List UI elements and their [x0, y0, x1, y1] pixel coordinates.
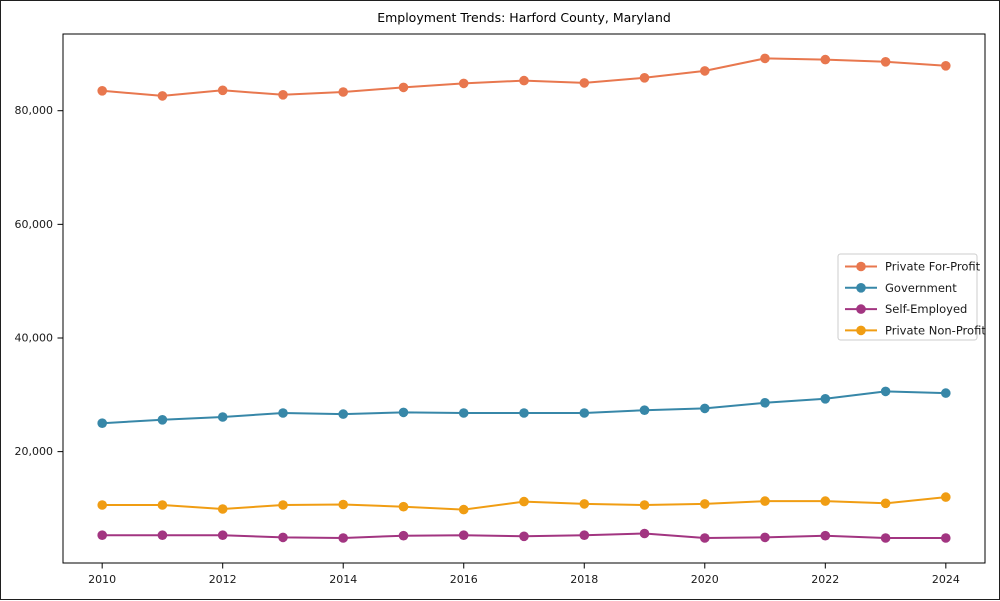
data-point-private-non-profit	[278, 500, 288, 510]
legend-marker-dot	[856, 283, 866, 293]
legend-marker-dot	[856, 261, 866, 272]
series-line-government	[102, 390, 946, 425]
data-point-private-for-profit	[157, 91, 168, 101]
legend: Private For-Profit Government Self-Employe…	[837, 253, 986, 341]
data-point-government	[338, 409, 349, 419]
legend-label-self-employed: Self-Employed	[885, 302, 967, 316]
data-point-government	[97, 418, 107, 429]
y-tick-label: 40,000	[15, 331, 54, 344]
data-point-self-employed	[157, 530, 168, 540]
data-point-government	[157, 415, 168, 425]
data-point-private-non-profit	[760, 496, 770, 506]
data-point-private-non-profit	[880, 498, 891, 509]
data-point-private-for-profit	[760, 53, 770, 64]
legend-label-government: Government	[885, 281, 957, 295]
data-point-self-employed	[579, 530, 590, 540]
data-point-private-for-profit	[941, 61, 951, 71]
x-tick-label: 2014	[329, 573, 357, 586]
data-point-government	[880, 386, 891, 397]
legend-box	[837, 253, 978, 341]
data-point-private-for-profit	[217, 85, 228, 96]
y-tick-label: 80,000	[15, 104, 54, 117]
data-point-private-for-profit	[820, 54, 831, 65]
data-point-private-for-profit	[398, 82, 409, 93]
data-point-private-for-profit	[519, 75, 529, 86]
data-point-private-for-profit	[338, 87, 349, 97]
data-point-self-employed	[217, 530, 228, 540]
data-point-government	[217, 412, 228, 422]
x-tick-label: 2024	[932, 573, 960, 586]
data-point-self-employed	[97, 530, 107, 540]
data-point-self-employed	[519, 531, 529, 542]
data-point-private-for-profit	[579, 78, 590, 88]
data-point-private-non-profit	[157, 500, 168, 510]
data-point-self-employed	[760, 532, 770, 543]
data-point-private-non-profit	[217, 504, 228, 514]
x-tick-label: 2020	[691, 573, 719, 586]
data-point-private-non-profit	[458, 504, 469, 515]
data-point-government	[820, 394, 831, 404]
data-point-government	[278, 408, 288, 418]
data-point-government	[941, 388, 951, 398]
data-point-private-non-profit	[519, 496, 529, 507]
plot-area: 20,000 40,000 60,000 80,000 2010 2012 2014 2016…	[15, 33, 986, 586]
data-point-self-employed	[639, 528, 650, 539]
chart-title: Employment Trends: Harford County, Maryl…	[377, 10, 671, 25]
data-point-government	[519, 408, 529, 418]
data-point-self-employed	[278, 532, 288, 543]
legend-marker-dot	[856, 325, 866, 336]
legend-label-private-non-profit: Private Non-Profit	[885, 323, 986, 337]
data-point-private-non-profit	[941, 492, 951, 502]
legend-label-private-for-profit: Private For-Profit	[885, 260, 981, 274]
data-point-government	[398, 407, 409, 418]
data-point-government	[579, 408, 590, 418]
data-point-government	[639, 405, 650, 416]
data-point-private-non-profit	[579, 499, 590, 509]
data-point-self-employed	[458, 530, 469, 540]
data-point-government	[760, 398, 770, 408]
data-point-private-non-profit	[820, 496, 831, 506]
x-tick-label: 2016	[450, 573, 478, 586]
data-point-government	[458, 408, 469, 418]
data-point-self-employed	[880, 533, 891, 543]
data-point-self-employed	[820, 530, 831, 541]
data-point-self-employed	[941, 533, 951, 543]
legend-marker-dot	[856, 304, 866, 314]
plot-frame	[62, 33, 986, 564]
y-tick-label: 20,000	[15, 445, 54, 458]
x-tick-label: 2010	[88, 573, 116, 586]
data-point-self-employed	[700, 533, 710, 543]
x-tick-label: 2018	[570, 573, 598, 586]
data-point-private-non-profit	[639, 500, 650, 510]
data-point-self-employed	[338, 533, 349, 543]
data-point-private-for-profit	[639, 73, 650, 83]
data-point-private-non-profit	[338, 499, 349, 510]
x-tick-label: 2012	[209, 573, 237, 586]
data-point-private-non-profit	[398, 501, 409, 512]
x-tick-label: 2022	[811, 573, 839, 586]
data-point-private-for-profit	[97, 86, 107, 96]
data-point-private-for-profit	[700, 66, 710, 76]
data-point-private-non-profit	[97, 500, 107, 510]
data-point-private-for-profit	[278, 90, 288, 100]
data-point-private-non-profit	[700, 499, 710, 509]
data-point-government	[700, 403, 710, 414]
data-point-private-for-profit	[458, 78, 469, 89]
data-point-private-for-profit	[880, 57, 891, 67]
data-point-self-employed	[398, 530, 409, 541]
y-tick-label: 60,000	[15, 218, 54, 231]
